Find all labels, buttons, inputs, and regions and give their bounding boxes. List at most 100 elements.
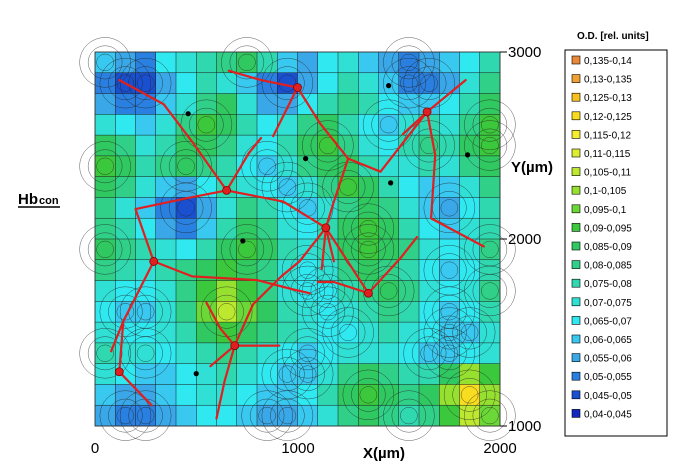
heatmap-cell bbox=[95, 342, 116, 365]
heatmap-cell bbox=[459, 218, 481, 240]
heatmap-cell bbox=[155, 93, 177, 115]
heatmap-cell bbox=[155, 363, 177, 385]
contour-line bbox=[180, 99, 233, 150]
heatmap-cell bbox=[277, 239, 298, 261]
contour-line bbox=[79, 224, 131, 275]
heatmap-cell bbox=[257, 322, 278, 344]
legend-label: 0,135-0,14 bbox=[584, 56, 632, 67]
contour-line bbox=[403, 328, 455, 379]
side-label: Hbcon bbox=[18, 191, 59, 208]
heatmap-cell bbox=[419, 218, 440, 240]
contour-line bbox=[310, 128, 346, 163]
heatmap-cell bbox=[135, 176, 157, 198]
heatmap-cell bbox=[398, 52, 420, 74]
heatmap-cell bbox=[459, 342, 481, 365]
heatmap-cell bbox=[419, 259, 440, 282]
heatmap-cell bbox=[439, 155, 460, 178]
contour-line bbox=[136, 303, 155, 321]
contour-line bbox=[351, 377, 386, 412]
heatmap-cell bbox=[277, 342, 298, 365]
contour-line bbox=[177, 157, 195, 175]
heatmap-cell bbox=[196, 52, 217, 74]
contour-line bbox=[221, 37, 273, 88]
vessel-line bbox=[227, 69, 299, 89]
y-tick-label: 3000 bbox=[508, 44, 541, 61]
branch-node bbox=[293, 83, 302, 92]
contour-line bbox=[298, 344, 317, 362]
heatmap-cell bbox=[155, 239, 177, 261]
heatmap-cell bbox=[95, 176, 116, 198]
heatmap-cell bbox=[196, 363, 217, 385]
contour-line bbox=[96, 344, 114, 362]
heatmap-cell bbox=[236, 239, 258, 261]
heatmap-cell bbox=[135, 363, 157, 385]
heatmap-cell bbox=[459, 72, 481, 95]
branch-node bbox=[363, 288, 373, 298]
heatmap-cell bbox=[196, 384, 217, 406]
vessel-lines bbox=[110, 69, 485, 420]
heatmap-cell bbox=[176, 280, 197, 302]
heatmap-cell bbox=[257, 218, 278, 240]
heatmap-cell bbox=[419, 280, 440, 302]
contour-line bbox=[464, 99, 516, 150]
heatmap-cell bbox=[277, 72, 298, 95]
heatmap-cell bbox=[155, 155, 177, 178]
contour-line bbox=[258, 407, 276, 425]
heatmap-cell bbox=[338, 176, 359, 198]
heatmap-cell bbox=[216, 52, 238, 74]
vessel-line bbox=[272, 86, 299, 138]
heatmap-cell bbox=[317, 93, 339, 115]
heatmap-cell bbox=[338, 384, 359, 406]
heatmap-cell bbox=[378, 342, 400, 365]
contour-line bbox=[298, 365, 317, 383]
heatmap-cell bbox=[115, 405, 136, 427]
branch-node bbox=[230, 341, 240, 350]
branch-node bbox=[149, 257, 159, 266]
heatmap-cell bbox=[297, 176, 319, 198]
contour-line bbox=[351, 232, 386, 267]
contour-line bbox=[359, 220, 378, 238]
heatmap-cell bbox=[196, 197, 217, 219]
heatmap-cell bbox=[236, 259, 258, 282]
heatmap-cell bbox=[459, 405, 481, 427]
heatmap-cell bbox=[297, 259, 319, 282]
legend-box bbox=[564, 49, 668, 437]
heatmap-cell bbox=[135, 135, 157, 157]
contour-line bbox=[440, 323, 459, 342]
heatmap-cell bbox=[479, 155, 501, 178]
heatmap-cell bbox=[257, 197, 278, 219]
contour-line bbox=[79, 328, 131, 379]
heatmap-cell bbox=[459, 384, 481, 406]
heatmap-cell bbox=[439, 259, 460, 282]
heatmap-cell bbox=[95, 72, 116, 95]
contour-line bbox=[209, 294, 244, 329]
contour-line bbox=[302, 286, 354, 337]
vessel-line bbox=[296, 78, 467, 173]
contour-line bbox=[440, 261, 459, 279]
heatmap-cell bbox=[338, 259, 359, 282]
heatmap-cell bbox=[115, 342, 136, 365]
heatmap-cell bbox=[257, 259, 278, 282]
heatmap-cell bbox=[398, 384, 420, 406]
heatmap-cell bbox=[135, 93, 157, 115]
heatmap-cell bbox=[257, 363, 278, 385]
contour-line bbox=[108, 294, 143, 329]
contour-line bbox=[411, 336, 447, 371]
legend-label: 0,095-0,1 bbox=[584, 205, 627, 216]
contour-line bbox=[160, 182, 212, 234]
contour-line bbox=[87, 232, 123, 267]
heatmap-cell bbox=[115, 135, 136, 157]
heatmap-cell bbox=[338, 197, 359, 219]
heatmap-cell bbox=[398, 93, 420, 115]
heatmap-cell bbox=[419, 72, 440, 95]
heatmap-cell bbox=[358, 259, 379, 282]
contour-line bbox=[249, 398, 285, 433]
legend-swatch bbox=[571, 353, 581, 362]
heatmap-cell bbox=[459, 301, 481, 323]
heatmap-cell bbox=[277, 384, 298, 406]
contour-line bbox=[440, 199, 459, 217]
contour-line bbox=[443, 369, 496, 421]
heatmap-cell bbox=[398, 259, 420, 282]
x-axis-title: X(µm) bbox=[363, 445, 405, 462]
legend-label: 0,11-0,115 bbox=[584, 149, 631, 160]
